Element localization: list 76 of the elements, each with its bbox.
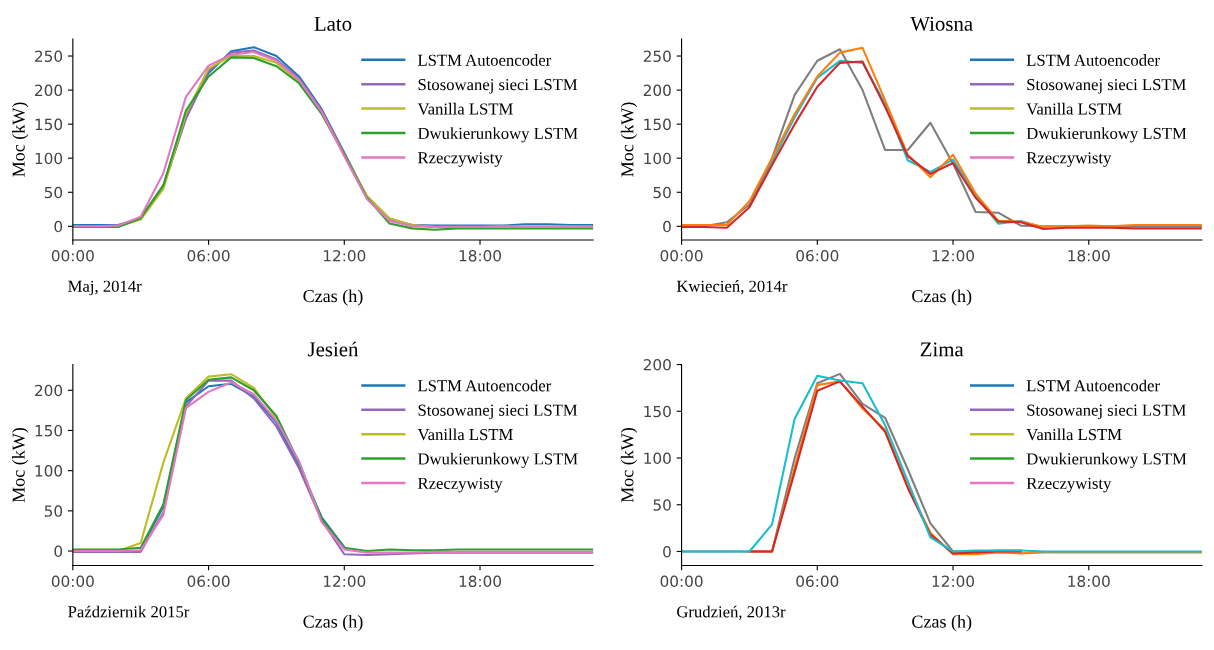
- text: Maj, 2014r: [68, 280, 142, 296]
- x-tick-label: 06:00: [796, 249, 839, 262]
- y-tick-label: 150: [35, 424, 63, 437]
- x-axis-title: Czas (h): [912, 615, 972, 632]
- x-tick-label: 12:00: [932, 249, 975, 262]
- y-tick-label: 150: [644, 405, 671, 418]
- chart-title: Jesień: [307, 341, 359, 357]
- legend-label: Vanilla LSTM: [417, 428, 513, 441]
- text: Październik 2015r: [68, 605, 190, 618]
- x-tick-label: 00:00: [660, 575, 703, 588]
- legend-label: Dwukierunkowy LSTM: [1026, 127, 1187, 143]
- legend-label: Stosowanej sieci LSTM: [418, 404, 578, 420]
- y-tick-label: 200: [643, 84, 671, 97]
- y-tick-label: 0: [663, 545, 671, 558]
- chart-title: Wiosna: [910, 16, 973, 31]
- line-series: [681, 374, 1202, 553]
- legend-label: LSTM Autoencoder: [417, 379, 552, 392]
- y-tick-label: 250: [35, 50, 63, 63]
- x-tick-label: 00:00: [51, 249, 94, 262]
- y-axis-title: Moc (kW): [620, 102, 638, 177]
- legend-label: Vanilla LSTM: [1026, 428, 1122, 441]
- y-tick-label: 100: [644, 452, 671, 465]
- legend-label: LSTM Autoencoder: [1026, 54, 1160, 66]
- y-tick-label: 250: [643, 50, 671, 63]
- chart-title: Zima: [920, 342, 964, 357]
- legend-label: Vanilla LSTM: [1026, 102, 1122, 115]
- legend-label: Stosowanej sieci LSTM: [1027, 404, 1186, 420]
- y-tick-label: 200: [35, 84, 63, 97]
- x-tick-label: 18:00: [1068, 575, 1110, 588]
- x-axis-title: Czas (h): [303, 289, 363, 306]
- y-axis-title: Moc (kW): [620, 427, 638, 503]
- x-tick-label: 06:00: [187, 575, 230, 588]
- y-tick-label: 50: [653, 186, 671, 199]
- y-tick-label: 150: [644, 118, 671, 131]
- x-tick-label: 12:00: [323, 249, 366, 262]
- x-tick-label: 18:00: [1068, 249, 1110, 262]
- legend-label: Dwukierunkowy LSTM: [417, 452, 578, 468]
- x-tick-label: 00:00: [51, 575, 94, 588]
- legend-label: Dwukierunkowy LSTM: [1026, 452, 1187, 468]
- legend-label: Rzeczywisty: [417, 152, 503, 167]
- y-tick-label: 200: [35, 384, 63, 397]
- legend-label: Vanilla LSTM: [417, 102, 513, 115]
- y-tick-label: 150: [35, 118, 63, 131]
- legend-label: Rzeczywisty: [1026, 477, 1112, 493]
- legend-label: Stosowanej sieci LSTM: [1027, 79, 1186, 94]
- legend-label: LSTM Autoencoder: [1026, 379, 1160, 392]
- y-tick-label: 50: [44, 186, 63, 199]
- legend-label: Dwukierunkowy LSTM: [417, 127, 578, 143]
- y-tick-label: 0: [663, 220, 671, 233]
- x-tick-label: 12:00: [323, 575, 366, 588]
- x-tick-label: 18:00: [459, 249, 502, 262]
- legend-label: Rzeczywisty: [1026, 152, 1112, 167]
- y-tick-label: 50: [653, 499, 671, 511]
- x-tick-label: 00:00: [660, 249, 703, 262]
- chart-title: Lato: [314, 17, 352, 31]
- x-tick-label: 12:00: [932, 575, 975, 588]
- y-axis-title: Moc (kW): [12, 427, 29, 503]
- y-tick-label: 0: [54, 220, 63, 233]
- legend-label: Rzeczywisty: [417, 477, 503, 493]
- text: Grudzień, 2013r: [677, 605, 786, 620]
- y-tick-label: 100: [35, 465, 63, 477]
- x-tick-label: 18:00: [459, 575, 502, 588]
- x-axis-title: Czas (h): [303, 615, 363, 632]
- text: Kwiecień, 2014r: [676, 280, 788, 295]
- y-tick-label: 200: [643, 359, 671, 371]
- x-tick-label: 06:00: [187, 249, 230, 262]
- y-tick-label: 100: [35, 152, 63, 165]
- y-tick-label: 100: [644, 152, 671, 165]
- x-tick-label: 06:00: [796, 575, 839, 588]
- y-axis-title: Moc (kW): [12, 102, 29, 177]
- y-tick-label: 50: [44, 505, 63, 517]
- x-axis-title: Czas (h): [912, 289, 972, 306]
- line-series: [748, 380, 1022, 555]
- y-tick-label: 0: [54, 545, 63, 558]
- legend-label: LSTM Autoencoder: [417, 54, 552, 66]
- legend-label: Stosowanej sieci LSTM: [418, 79, 578, 94]
